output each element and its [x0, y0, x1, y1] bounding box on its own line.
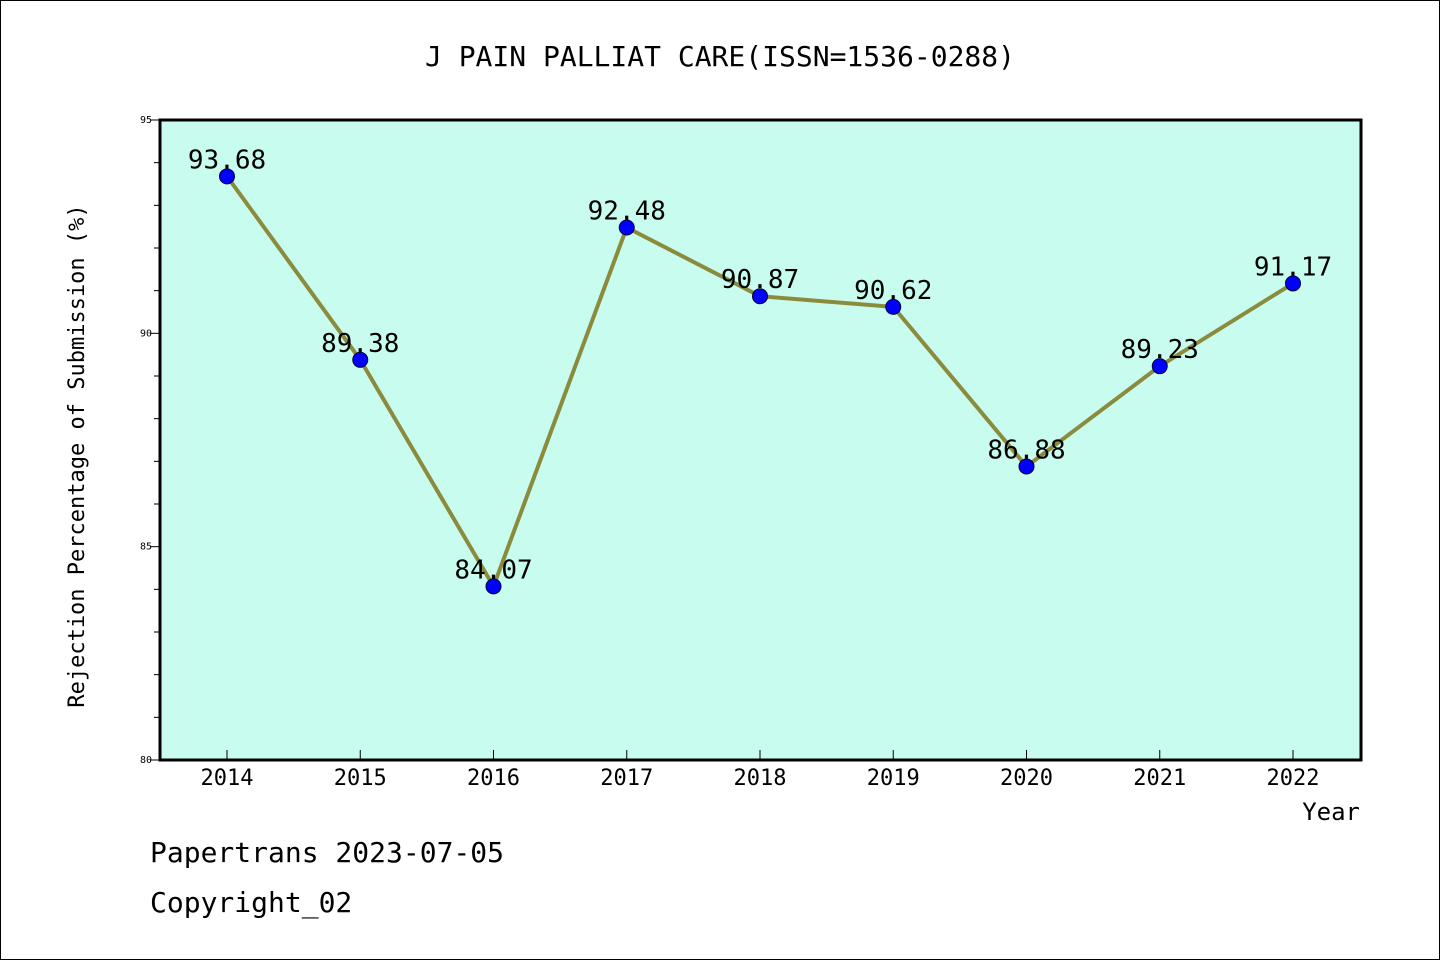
chart-title: J PAIN PALLIAT CARE(ISSN=1536-0288) [425, 40, 1015, 73]
data-markers [219, 168, 1301, 595]
data-point [618, 219, 635, 236]
data-label: 90.87 [721, 265, 799, 295]
x-tick-label: 2016 [467, 766, 520, 791]
x-axis-ticks: 2014 2015 2016 2017 2018 2019 2020 2021 2022 [201, 750, 1320, 791]
x-tick-label: 2017 [600, 766, 653, 791]
x-axis-label: Year [1302, 798, 1360, 826]
x-tick-label: 2015 [334, 766, 387, 791]
data-label: 90.62 [854, 276, 932, 306]
data-point [1285, 275, 1301, 292]
x-tick-label: 2018 [734, 766, 787, 791]
y-axis-ticks: 80 85 90 95 [140, 115, 160, 766]
data-label: 91.17 [1254, 252, 1332, 282]
y-tick-label: 80 [140, 755, 152, 766]
x-tick-label: 2019 [867, 766, 920, 791]
y-tick-label: 90 [140, 328, 152, 339]
data-label: 92.48 [588, 197, 666, 227]
data-point [752, 288, 768, 305]
data-point [219, 168, 235, 185]
x-tick-label: 2021 [1133, 766, 1186, 791]
data-point [485, 578, 502, 595]
data-label: 89.38 [321, 329, 399, 359]
x-tick-label: 2020 [1000, 766, 1053, 791]
data-point [352, 351, 369, 368]
x-tick-label: 2014 [201, 766, 254, 791]
plot-area [158, 118, 1363, 762]
data-label: 93.68 [188, 145, 266, 175]
data-label: 86.88 [987, 435, 1065, 465]
x-tick-label: 2022 [1267, 766, 1320, 791]
data-labels: 93.68 89.38 84.07 92.48 90.87 90.62 86.88 89.23… [188, 145, 1332, 585]
data-point [1151, 358, 1168, 375]
y-tick-label: 95 [140, 115, 152, 126]
data-point [1018, 458, 1035, 475]
footer-copyright: Copyright_02 [150, 886, 353, 919]
data-point [885, 298, 902, 315]
footer-source: Papertrans 2023-07-05 [150, 836, 505, 869]
y-axis-label: Rejection Percentage of Submission (%) [65, 204, 90, 707]
y-tick-label: 85 [140, 542, 152, 553]
data-label: 84.07 [454, 555, 532, 585]
data-label: 89.23 [1121, 335, 1199, 365]
